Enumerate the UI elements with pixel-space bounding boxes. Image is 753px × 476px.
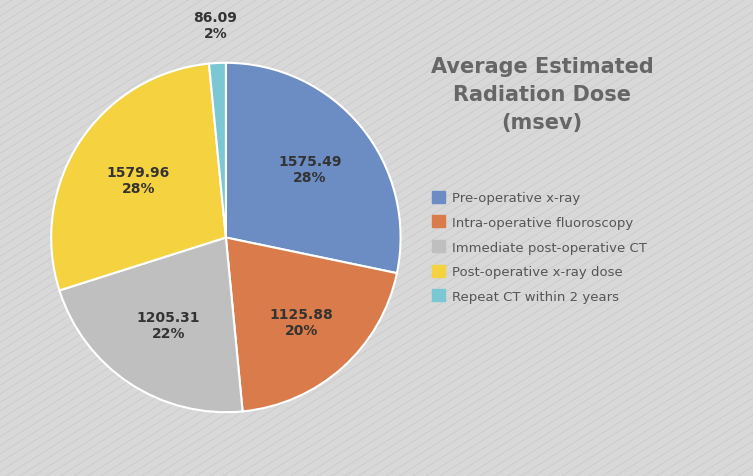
Text: 1579.96
28%: 1579.96 28% [107,165,170,196]
Text: 1575.49
28%: 1575.49 28% [278,155,342,185]
Wedge shape [226,238,397,412]
Wedge shape [59,238,242,412]
Wedge shape [51,64,226,291]
Text: Average Estimated
Radiation Dose
(msev): Average Estimated Radiation Dose (msev) [431,57,654,133]
Text: 86.09
2%: 86.09 2% [194,10,237,40]
Text: 1125.88
20%: 1125.88 20% [270,307,334,337]
Text: 1205.31
22%: 1205.31 22% [136,310,200,340]
Wedge shape [209,64,226,238]
Legend: Pre-operative x-ray, Intra-operative fluoroscopy, Immediate post-operative CT, P: Pre-operative x-ray, Intra-operative flu… [428,188,651,307]
Wedge shape [226,64,401,274]
